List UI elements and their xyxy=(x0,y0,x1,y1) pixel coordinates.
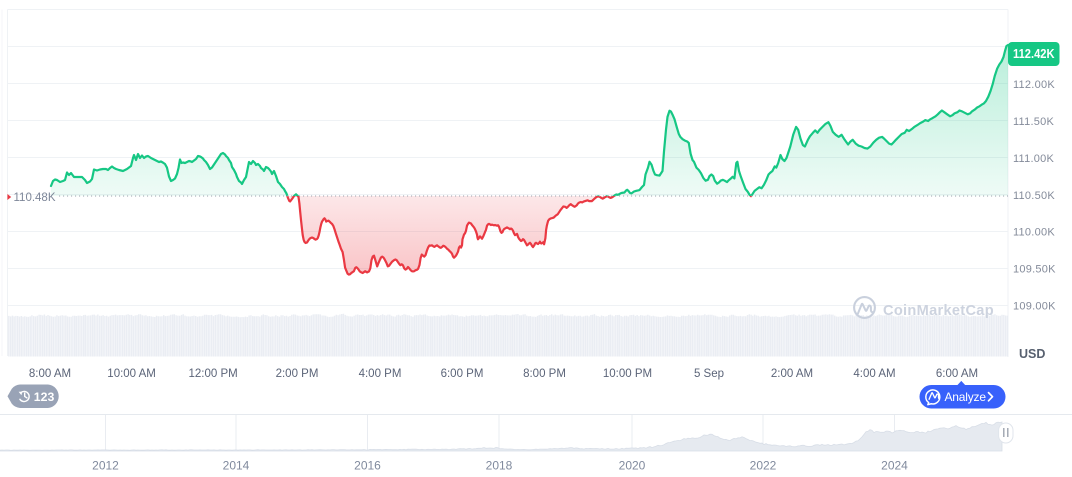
svg-text:112.42K: 112.42K xyxy=(1013,46,1055,61)
svg-text:6:00 PM: 6:00 PM xyxy=(441,368,484,380)
svg-text:2014: 2014 xyxy=(223,459,250,473)
svg-text:10:00 AM: 10:00 AM xyxy=(107,368,156,380)
svg-text:8:00 PM: 8:00 PM xyxy=(523,368,566,380)
svg-text:6:00 AM: 6:00 AM xyxy=(936,368,978,380)
svg-text:123: 123 xyxy=(34,390,55,404)
svg-text:110.48K: 110.48K xyxy=(14,192,56,204)
svg-text:10:00 PM: 10:00 PM xyxy=(603,368,652,380)
svg-text:CoinMarketCap: CoinMarketCap xyxy=(883,303,994,319)
svg-text:2024: 2024 xyxy=(881,459,908,473)
svg-text:4:00 AM: 4:00 AM xyxy=(853,368,895,380)
svg-text:2:00 PM: 2:00 PM xyxy=(276,368,319,380)
svg-text:2:00 AM: 2:00 AM xyxy=(771,368,813,380)
svg-text:110.50K: 110.50K xyxy=(1013,190,1055,202)
svg-text:112.00K: 112.00K xyxy=(1013,79,1055,91)
svg-text:5 Sep: 5 Sep xyxy=(694,368,724,380)
svg-text:2016: 2016 xyxy=(354,459,381,473)
svg-text:12:00 PM: 12:00 PM xyxy=(188,368,237,380)
svg-text:8:00 AM: 8:00 AM xyxy=(29,368,71,380)
svg-text:109.50K: 109.50K xyxy=(1013,264,1056,276)
svg-text:USD: USD xyxy=(1019,347,1045,361)
svg-text:2022: 2022 xyxy=(750,459,777,473)
svg-text:Analyze: Analyze xyxy=(945,390,987,404)
svg-text:110.00K: 110.00K xyxy=(1013,227,1055,239)
svg-text:111.00K: 111.00K xyxy=(1013,153,1055,165)
svg-text:2012: 2012 xyxy=(92,459,119,473)
svg-text:4:00 PM: 4:00 PM xyxy=(359,368,402,380)
svg-text:111.50K: 111.50K xyxy=(1013,116,1055,128)
svg-text:2020: 2020 xyxy=(619,459,646,473)
svg-text:109.00K: 109.00K xyxy=(1013,301,1056,313)
svg-text:2018: 2018 xyxy=(486,459,513,473)
